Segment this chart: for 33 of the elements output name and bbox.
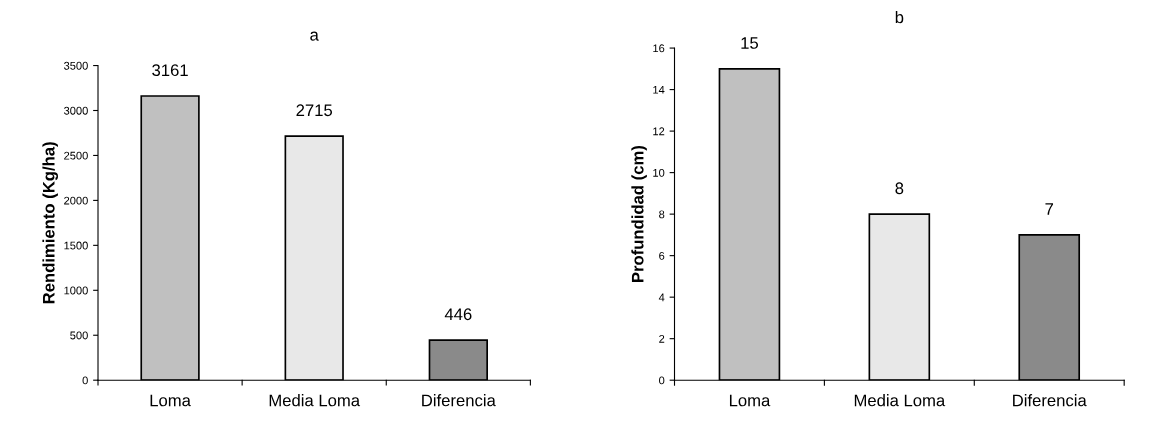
x-tick-label: Loma (729, 394, 771, 407)
x-tick-label: Media Loma (269, 394, 361, 407)
y-tick-label: 10 (653, 168, 665, 177)
data-label: 15 (741, 37, 759, 49)
y-tick-label: 16 (653, 44, 665, 53)
x-tick-label: Media Loma (854, 394, 946, 407)
y-tick-label: 8 (659, 210, 665, 219)
y-tick-label: 3000 (63, 106, 88, 115)
y-tick-label: 12 (653, 127, 665, 136)
y-tick-label: 3500 (63, 61, 88, 70)
y-tick-label: 1500 (64, 241, 88, 250)
data-label: 446 (444, 308, 472, 321)
y-axis-title: Profundidad (cm) (631, 145, 647, 282)
data-label: 2715 (296, 104, 333, 117)
data-label: 7 (1045, 203, 1054, 215)
y-axis-title: Rendimiento (Kg/ha) (42, 142, 59, 304)
y-tick-label: 2000 (64, 196, 88, 205)
y-tick-label: 500 (70, 331, 88, 340)
y-tick-label: 0 (659, 376, 665, 385)
chart-title: a (310, 31, 319, 41)
x-tick-label: Loma (150, 394, 191, 407)
x-tick-label: Diferencia (1013, 394, 1087, 407)
y-tick-label: 1000 (64, 286, 88, 295)
data-label: 8 (895, 182, 904, 195)
y-tick-label: 0 (82, 376, 88, 385)
y-tick-label: 4 (658, 293, 665, 302)
chart-title: b (895, 10, 904, 24)
y-tick-label: 2 (659, 334, 665, 343)
y-tick-label: 6 (659, 251, 665, 260)
data-label: 3161 (152, 64, 188, 77)
y-tick-label: 2500 (64, 151, 88, 160)
y-tick-label: 14 (653, 85, 665, 94)
x-tick-label: Diferencia (422, 394, 496, 407)
